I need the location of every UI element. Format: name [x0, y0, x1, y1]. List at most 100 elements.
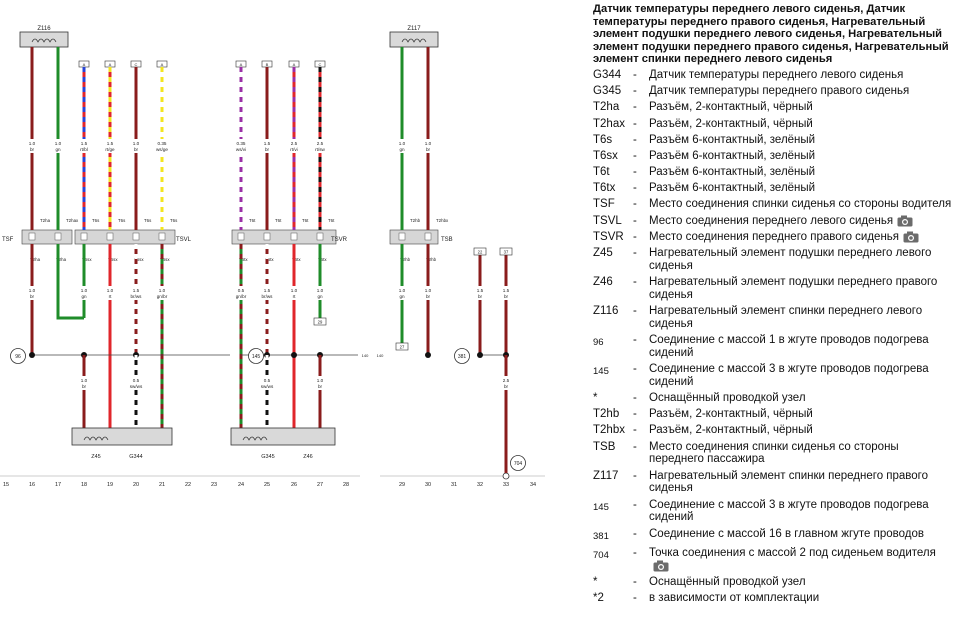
legend-item: * - Оснащённый проводкой узел	[593, 392, 955, 405]
legend-description: в зависимости от комплектации	[649, 592, 955, 605]
terminal-label: A	[293, 62, 296, 67]
terminal-label: 29	[318, 320, 323, 325]
column-number: 16	[29, 482, 35, 488]
legend-dash: -	[633, 498, 637, 511]
wire-size-label: 1.5	[264, 141, 271, 146]
legend-item: 96 - Соединение с массой 1 в жгуте проводо…	[593, 334, 955, 360]
heater-coil-symbol	[401, 38, 427, 43]
label-bg	[150, 139, 174, 153]
legend-description: Разъём, 2-контактный, чёрный	[649, 101, 955, 114]
label-bg	[150, 286, 174, 300]
wire-color-label: ws/vi	[236, 147, 246, 152]
ground-96	[10, 348, 26, 364]
connector-pin-label: T2hb	[426, 257, 437, 262]
label-bg	[72, 139, 96, 153]
camera-icon[interactable]	[897, 215, 913, 227]
column-number: 22	[185, 482, 191, 488]
legend-description-text: Место соединения переднего правого сиден…	[649, 230, 900, 243]
wire-size-label: 0.5	[238, 288, 245, 293]
wire-size-label: 1.0	[425, 288, 432, 293]
column-number: 29	[399, 482, 405, 488]
connector-pin-label: T2hb	[410, 218, 421, 223]
legend-code: T6t	[593, 166, 610, 179]
legend-dash: -	[633, 305, 637, 318]
legend-dash: -	[633, 101, 637, 114]
legend-code: *	[593, 575, 598, 588]
column-number: 30	[425, 482, 431, 488]
label-bg	[255, 139, 279, 153]
legend-item: 145 - Соединение с массой 3 в жгуте провод…	[593, 499, 955, 525]
camera-icon[interactable]	[653, 560, 669, 572]
legend-dash: -	[633, 424, 637, 437]
legend-description: Соединение с массой 16 в главном жгуте п…	[649, 528, 955, 541]
connector-pin-label: T6sx	[160, 257, 170, 262]
legend-dash: -	[633, 133, 637, 146]
label-bg	[229, 286, 253, 300]
legend-description: Разъём, 2-контактный, чёрный	[649, 424, 955, 437]
wire-color-label: rt	[109, 294, 113, 299]
label-bg	[282, 286, 306, 300]
column-number: 20	[133, 482, 139, 488]
pin-cell	[106, 232, 114, 241]
label-bg	[229, 139, 253, 153]
legend-dash: -	[633, 591, 637, 604]
column-number: 27	[317, 482, 323, 488]
wire-size-label: 1.0	[107, 288, 114, 293]
legend-item: T2hb - Разъём, 2-контактный, чёрный	[593, 408, 955, 421]
wire-color-label: br	[504, 384, 509, 389]
wire-color-label: rt	[293, 294, 297, 299]
label-bg	[308, 139, 332, 153]
camera-icon[interactable]	[903, 231, 919, 243]
wire-color-label: br	[134, 147, 139, 152]
legend-dash: -	[633, 527, 637, 540]
wire-size-label: 1.0	[317, 288, 324, 293]
legend-description-text: Соединение с массой 1 в жгуте проводов п…	[649, 334, 929, 359]
column-number: 25	[264, 482, 270, 488]
legend-code: T2ha	[593, 101, 620, 114]
ground-label: 704	[514, 461, 523, 467]
connector-pin-label: T2hbx	[436, 218, 449, 223]
wire-color-label: rt/bl	[80, 147, 88, 152]
junction-dot	[29, 352, 35, 358]
legend-description: Соединение с массой 3 в жгуте проводов п…	[649, 499, 955, 525]
wire-size-label: 1.0	[399, 141, 406, 146]
column-number: 32	[477, 482, 483, 488]
legend-dash: -	[633, 198, 637, 211]
legend-item: Z116 - Нагревательный элемент спинки перед…	[593, 305, 955, 331]
component-label: G345	[261, 454, 274, 460]
legend-code: 145	[593, 366, 609, 378]
wire-color-label: rt/vi	[290, 147, 297, 152]
connector-pin-label: T2ha	[56, 257, 67, 262]
wire-size-label: 1.5	[133, 288, 140, 293]
legend-title: Датчик температуры переднего левого сиде…	[593, 3, 949, 66]
legend-description: Оснащённый проводкой узел	[649, 392, 955, 405]
terminal-label: C	[135, 62, 138, 67]
legend-description-text: Соединение с массой 3 в жгуте проводов п…	[649, 498, 929, 524]
legend-dash: -	[633, 546, 637, 559]
wire-color-label: br	[426, 147, 431, 152]
connector-pin-label: T6sx	[108, 257, 118, 262]
legend-item: G345- Датчик температуры переднего правог…	[593, 85, 955, 98]
terminal-label: 22	[478, 250, 483, 255]
label-bg	[390, 139, 414, 153]
label-bg	[416, 286, 440, 300]
connector-pin-label: T6s	[170, 218, 178, 223]
legend-description-text: Разъём 6-контактный, зелёный	[649, 166, 816, 179]
legend-dash: -	[633, 408, 637, 421]
legend-dash: -	[633, 392, 637, 405]
legend-description: Разъём 6-контактный, зелёный	[649, 150, 955, 163]
pin-cell	[158, 232, 166, 241]
wire-size-label: 2.5	[317, 141, 324, 146]
label-bg	[98, 286, 122, 300]
legend-item: T6t - Разъём 6-контактный, зелёный	[593, 166, 955, 179]
connector-pin-label: T6t	[249, 218, 256, 223]
legend-code: TSVR	[593, 230, 624, 243]
connector-pin-label: T6t	[275, 218, 282, 223]
column-number: 28	[343, 482, 349, 488]
legend-item: T2hax - Разъём, 2-контактный, чёрный	[593, 118, 955, 131]
wire-color-label: br	[82, 384, 87, 389]
legend-dash: -	[633, 575, 637, 588]
connector-pin-label: T6t	[328, 218, 335, 223]
wire-color-label: rt/ge	[105, 147, 115, 152]
ground-704-terminal	[502, 472, 510, 480]
